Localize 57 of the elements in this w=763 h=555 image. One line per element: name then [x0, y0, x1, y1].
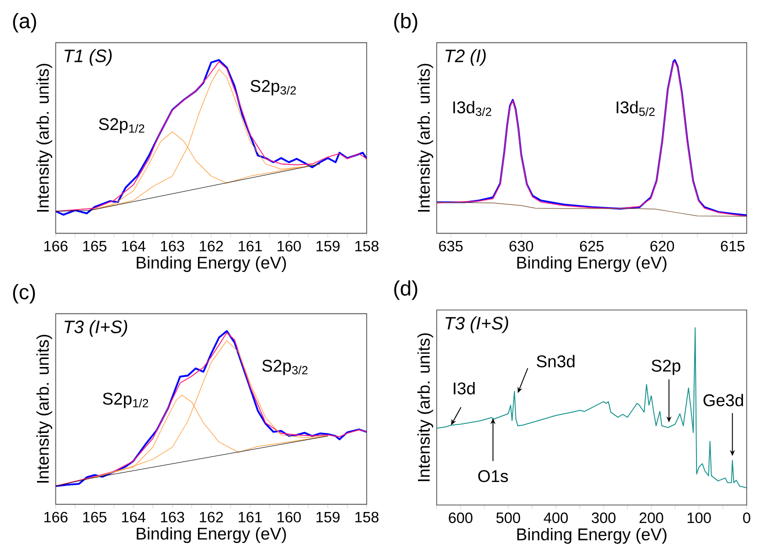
annotation: S2p$_{1/2}$ — [98, 118, 144, 134]
x-tick-label: 166 — [44, 512, 68, 522]
x-tick-label: 400 — [544, 512, 568, 524]
chart-title: (c) — [13, 284, 35, 304]
x-tick-label: 615 — [720, 240, 744, 252]
chart-title: (d) — [394, 280, 418, 300]
x-tick-label: 164 — [122, 240, 146, 252]
x-axis-title: Binding Energy (eV) — [136, 256, 286, 272]
x-tick-label: 500 — [496, 512, 520, 524]
chart-title: (b) — [394, 13, 418, 33]
annotation: O1s — [478, 470, 508, 482]
x-tick-label: 158 — [355, 512, 378, 522]
annotation: S2p$_{1/2}$ — [102, 392, 148, 408]
x-tick-label: 163 — [160, 512, 184, 522]
annotation: Ge3d — [704, 394, 744, 406]
x-tick-label: 161 — [238, 240, 262, 252]
x-tick-label: 600 — [448, 512, 472, 524]
x-tick-label: 165 — [83, 512, 106, 522]
x-tick-label: 159 — [316, 240, 340, 252]
x-tick-label: 162 — [200, 240, 223, 252]
x-axis-title: Binding Energy (eV) — [136, 527, 286, 544]
chart-subtitle: T2 (I) — [446, 49, 486, 66]
y-axis-title: Intensity (arb. units) — [36, 334, 52, 483]
x-tick-label: 158 — [355, 240, 378, 252]
x-tick-label: 625 — [580, 240, 604, 252]
chart-title: (a) — [13, 13, 36, 33]
annotation: S2p$_{3/2}$ — [262, 360, 308, 376]
chart-subtitle: T3 (I+S) — [64, 320, 128, 337]
annotation: S2p — [652, 360, 680, 376]
annotation: S2p$_{3/2}$ — [250, 80, 296, 96]
x-tick-label: 166 — [44, 240, 68, 252]
x-axis-title: Binding Energy (eV) — [517, 256, 666, 272]
x-axis-title: Binding Energy (eV) — [517, 528, 666, 544]
x-tick-label: 100 — [688, 512, 711, 524]
y-axis-title: Intensity (arb. units) — [36, 64, 52, 212]
chart-subtitle: T1 (S) — [64, 49, 112, 66]
x-tick-label: 160 — [278, 512, 301, 522]
annotation: I3d$_{5/2}$ — [616, 100, 655, 116]
annotation: I3d$_{3/2}$ — [453, 100, 492, 116]
x-tick-label: 0 — [743, 512, 750, 524]
x-tick-label: 164 — [122, 512, 146, 522]
x-tick-label: 300 — [592, 512, 616, 524]
x-tick-label: 200 — [640, 512, 664, 524]
x-tick-label: 160 — [278, 240, 301, 252]
x-tick-label: 620 — [650, 240, 674, 252]
x-tick-label: 163 — [160, 240, 184, 252]
x-tick-label: 161 — [238, 512, 262, 522]
x-tick-label: 162 — [200, 512, 223, 522]
x-tick-label: 159 — [316, 512, 340, 522]
annotation: Sn3d — [536, 354, 574, 368]
y-axis-title: Intensity (arb. units) — [417, 64, 434, 212]
y-axis-title: Intensity (arb. units) — [417, 333, 434, 482]
x-tick-label: 165 — [83, 240, 106, 252]
chart-subtitle: T3 (I+S) — [446, 316, 508, 334]
x-tick-label: 630 — [510, 240, 534, 252]
annotation: I3d — [454, 382, 475, 394]
x-tick-label: 635 — [439, 240, 463, 252]
